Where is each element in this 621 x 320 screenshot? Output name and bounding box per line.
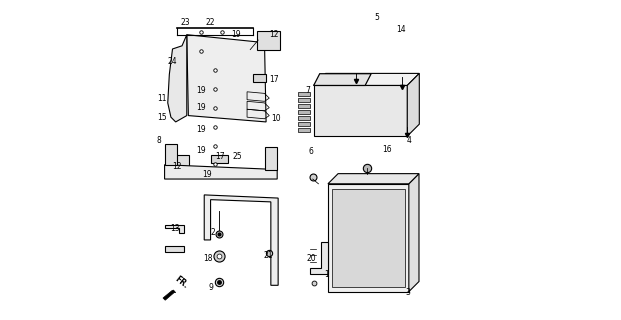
Text: 13: 13: [170, 224, 179, 233]
Text: 11: 11: [157, 94, 167, 103]
Polygon shape: [165, 246, 184, 252]
Text: 14: 14: [396, 25, 406, 35]
Polygon shape: [163, 290, 176, 300]
Polygon shape: [314, 74, 371, 85]
Polygon shape: [309, 243, 328, 274]
Text: 18: 18: [204, 254, 213, 263]
Text: 2: 2: [211, 228, 215, 237]
Bar: [298, 104, 310, 108]
Polygon shape: [211, 155, 228, 163]
Text: 24: 24: [168, 57, 178, 66]
Bar: [298, 98, 310, 102]
Polygon shape: [253, 74, 266, 82]
Text: 22: 22: [206, 18, 215, 27]
Polygon shape: [165, 165, 277, 179]
Bar: [298, 92, 310, 96]
Text: 20: 20: [306, 254, 316, 263]
Text: 10: 10: [271, 114, 281, 123]
Text: 9: 9: [208, 283, 213, 292]
Text: 1: 1: [325, 270, 329, 279]
Polygon shape: [407, 73, 419, 136]
Text: 19: 19: [231, 30, 241, 39]
Text: 19: 19: [196, 86, 206, 95]
Polygon shape: [328, 174, 419, 184]
Text: 17: 17: [270, 75, 279, 84]
Bar: [298, 128, 310, 132]
Bar: [298, 122, 310, 126]
Polygon shape: [165, 225, 184, 233]
Polygon shape: [314, 73, 419, 85]
Text: 23: 23: [180, 18, 190, 27]
Text: 5: 5: [374, 13, 379, 22]
Text: 3: 3: [406, 288, 410, 297]
Text: 8: 8: [156, 136, 161, 146]
Text: 4: 4: [407, 136, 412, 145]
FancyBboxPatch shape: [257, 31, 279, 50]
Polygon shape: [328, 184, 409, 292]
Polygon shape: [409, 174, 419, 292]
Text: 16: 16: [383, 145, 392, 154]
Text: 19: 19: [196, 146, 206, 155]
Polygon shape: [204, 195, 278, 285]
Polygon shape: [314, 85, 407, 136]
Text: 21: 21: [264, 251, 273, 260]
Bar: [298, 116, 310, 120]
Text: 15: 15: [157, 113, 167, 122]
Text: 7: 7: [306, 86, 310, 95]
Text: 25: 25: [233, 152, 242, 161]
Polygon shape: [265, 147, 277, 170]
Polygon shape: [165, 144, 177, 165]
Text: 19: 19: [202, 170, 212, 179]
Polygon shape: [332, 188, 405, 287]
Text: 12: 12: [270, 30, 279, 39]
Bar: [298, 110, 310, 114]
Text: FR.: FR.: [173, 274, 190, 290]
FancyBboxPatch shape: [171, 155, 189, 171]
Text: 6: 6: [309, 147, 314, 156]
Text: 19: 19: [196, 103, 206, 112]
Polygon shape: [168, 35, 187, 122]
Polygon shape: [187, 35, 266, 122]
Text: 17: 17: [215, 152, 225, 161]
Text: 19: 19: [196, 125, 206, 134]
Text: 12: 12: [172, 163, 181, 172]
